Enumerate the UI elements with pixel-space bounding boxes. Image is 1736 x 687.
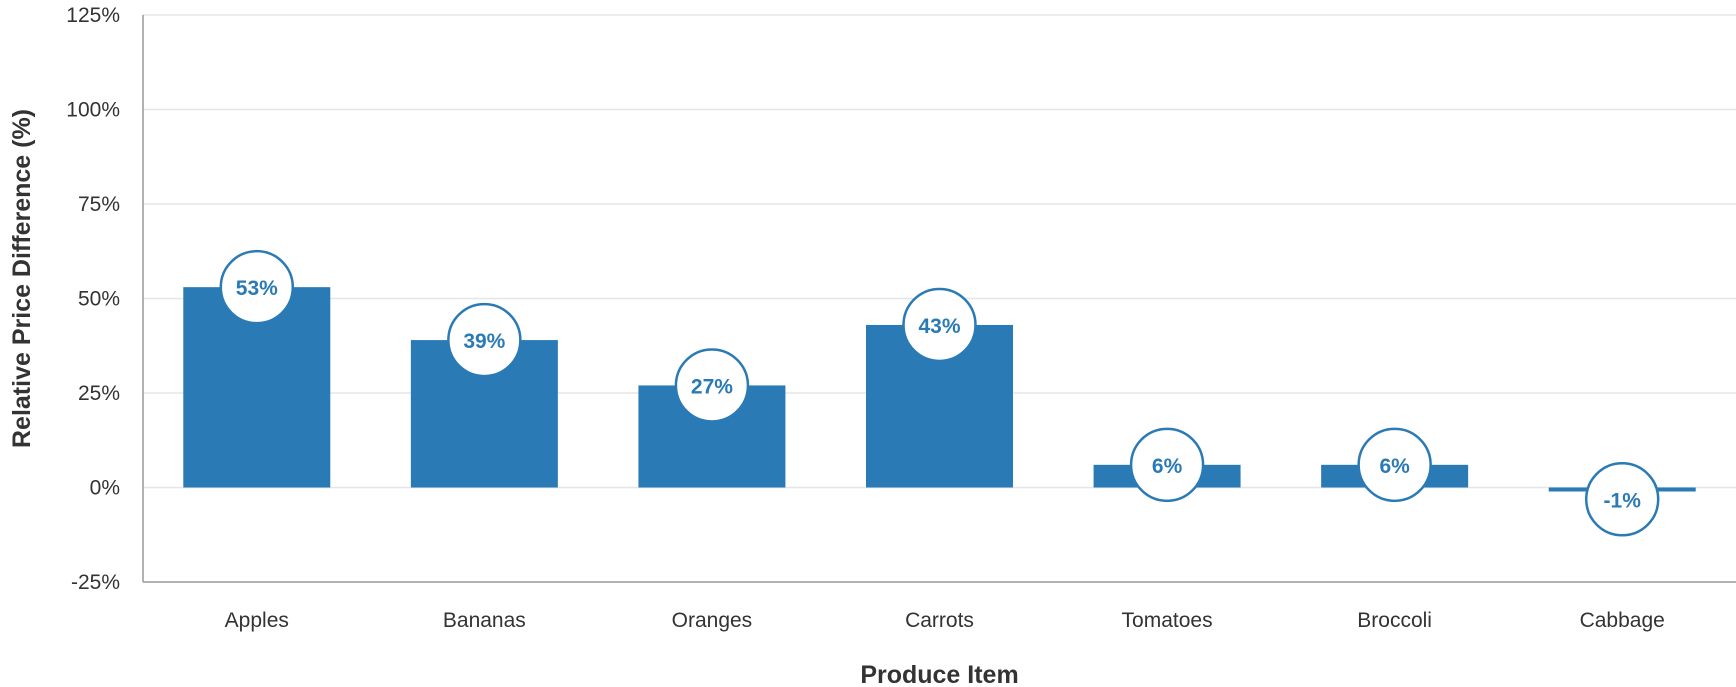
- x-axis-title: Produce Item: [860, 661, 1018, 687]
- data-label-tomatoes: 6%: [1129, 427, 1205, 503]
- data-label-text: 6%: [1379, 455, 1410, 478]
- x-tick-label: Bananas: [443, 609, 526, 632]
- data-label-bubble: [447, 302, 522, 378]
- y-tick-label: -25%: [71, 571, 120, 594]
- y-tick-label: 75%: [78, 193, 120, 216]
- data-label-bubble: [219, 249, 295, 325]
- x-tick-label: Broccoli: [1357, 609, 1432, 632]
- y-axis: -25% 0% 25% 50% 75% 100% 125%: [66, 4, 144, 594]
- data-label-cabbage: -1%: [1584, 462, 1660, 537]
- data-label-text: 39%: [463, 330, 505, 353]
- y-axis-title: Relative Price Difference (%): [8, 109, 36, 448]
- data-label-text: 43%: [918, 315, 960, 338]
- y-tick-label: 0%: [90, 477, 120, 500]
- data-label-oranges: 27%: [674, 348, 750, 423]
- data-label-text: 53%: [236, 277, 278, 300]
- y-tick-label: 100%: [66, 99, 120, 122]
- x-tick-label: Apples: [225, 609, 289, 632]
- x-tick-label: Carrots: [905, 609, 974, 632]
- y-tick-label: 125%: [66, 4, 120, 27]
- data-label-broccoli: 6%: [1357, 427, 1432, 503]
- x-tick-label: Cabbage: [1580, 609, 1665, 632]
- data-label-text: 27%: [691, 375, 733, 398]
- data-label-bubble: [902, 287, 977, 363]
- data-label-text: 6%: [1152, 455, 1183, 478]
- data-label-bubble: [1584, 462, 1660, 537]
- data-labels: 53% 39% 27% 43% 6% 6% -1%: [219, 249, 1660, 537]
- x-axis: Apples Bananas Oranges Carrots Tomatoes Brocc…: [143, 581, 1736, 632]
- data-label-bubble: [1357, 427, 1432, 503]
- data-label-carrots: 43%: [902, 287, 977, 363]
- data-label-bubble: [1129, 427, 1205, 503]
- y-tick-label: 25%: [78, 382, 120, 405]
- x-tick-label: Tomatoes: [1122, 609, 1213, 632]
- y-tick-label: 50%: [78, 288, 120, 311]
- data-label-text: -1%: [1604, 489, 1642, 512]
- data-label-apples: 53%: [219, 249, 295, 325]
- data-label-bubble: [674, 348, 750, 423]
- data-label-bananas: 39%: [447, 302, 522, 378]
- x-tick-label: Oranges: [672, 609, 753, 632]
